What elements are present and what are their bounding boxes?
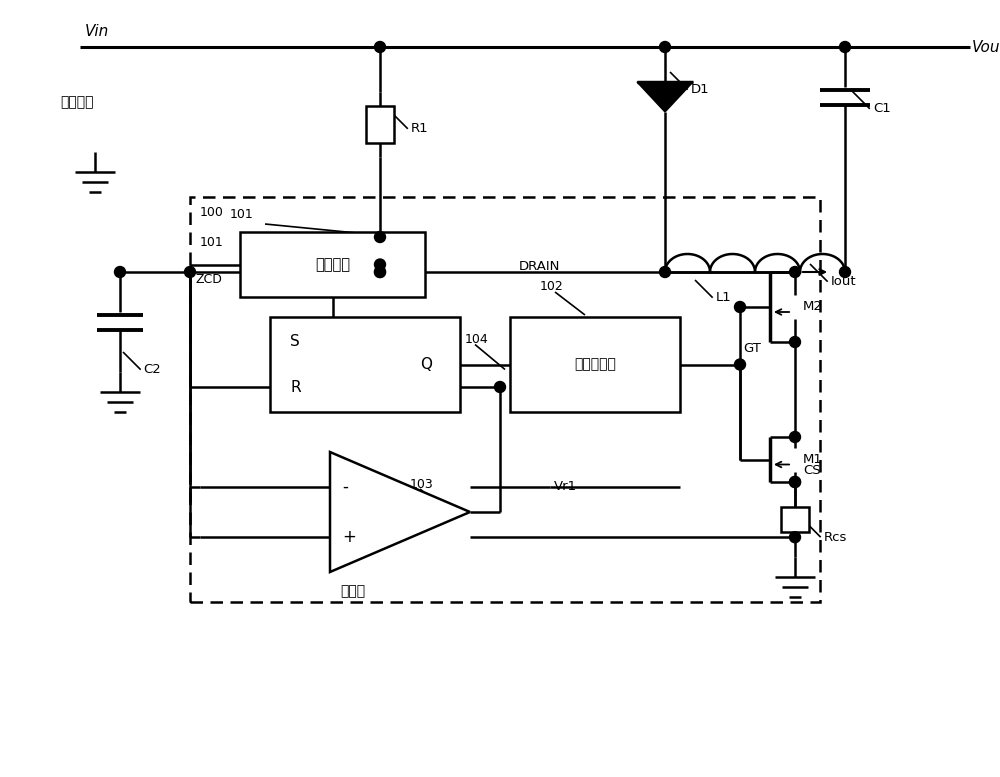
Text: C2: C2 <box>144 363 161 376</box>
Text: CS: CS <box>803 464 821 477</box>
Circle shape <box>790 476 800 487</box>
Polygon shape <box>330 452 470 572</box>
FancyBboxPatch shape <box>240 232 425 297</box>
Text: M2: M2 <box>803 301 823 313</box>
Text: R1: R1 <box>411 122 428 135</box>
Text: C1: C1 <box>873 103 891 115</box>
Text: 102: 102 <box>540 280 564 294</box>
Circle shape <box>660 267 670 277</box>
Text: 104: 104 <box>465 333 489 346</box>
FancyBboxPatch shape <box>510 317 680 412</box>
Circle shape <box>494 382 506 392</box>
Circle shape <box>790 476 800 487</box>
Text: 103: 103 <box>410 478 434 490</box>
Text: Vin: Vin <box>85 24 109 39</box>
Polygon shape <box>637 82 693 112</box>
Text: ZCD: ZCD <box>195 273 222 286</box>
Text: GT: GT <box>743 342 761 354</box>
Circle shape <box>790 431 800 442</box>
Circle shape <box>374 267 386 277</box>
Text: Iout: Iout <box>831 275 856 288</box>
Circle shape <box>790 267 800 277</box>
Circle shape <box>184 267 196 277</box>
Bar <box>781 507 809 532</box>
Text: L1: L1 <box>716 291 731 304</box>
Text: -: - <box>342 478 348 496</box>
Circle shape <box>840 41 850 53</box>
Circle shape <box>374 232 386 242</box>
Text: 101: 101 <box>200 235 224 249</box>
Text: 101: 101 <box>230 207 254 221</box>
Circle shape <box>660 41 670 53</box>
Text: +: + <box>342 528 356 546</box>
Text: R: R <box>290 379 301 395</box>
Text: Rcs: Rcs <box>824 531 847 544</box>
Circle shape <box>374 259 386 270</box>
Text: D1: D1 <box>691 83 709 96</box>
Text: 输入电压: 输入电压 <box>60 95 94 109</box>
Circle shape <box>790 531 800 542</box>
Text: 逻辑和驱动: 逻辑和驱动 <box>574 357 616 371</box>
Text: Vout: Vout <box>972 40 1000 54</box>
FancyBboxPatch shape <box>270 317 460 412</box>
Text: Q: Q <box>420 357 432 372</box>
Text: DRAIN: DRAIN <box>519 260 560 274</box>
Text: 100: 100 <box>200 205 224 218</box>
Bar <box>366 106 394 143</box>
Circle shape <box>374 41 386 53</box>
Circle shape <box>374 267 386 277</box>
Text: Vr1: Vr1 <box>554 480 577 493</box>
Circle shape <box>840 267 850 277</box>
Circle shape <box>114 267 126 277</box>
Text: 过零检测: 过零检测 <box>315 257 350 272</box>
Text: M1: M1 <box>803 453 823 466</box>
Circle shape <box>734 359 746 370</box>
Text: S: S <box>290 335 300 350</box>
Circle shape <box>734 301 746 312</box>
Circle shape <box>790 336 800 347</box>
Text: 比较器: 比较器 <box>340 584 365 598</box>
